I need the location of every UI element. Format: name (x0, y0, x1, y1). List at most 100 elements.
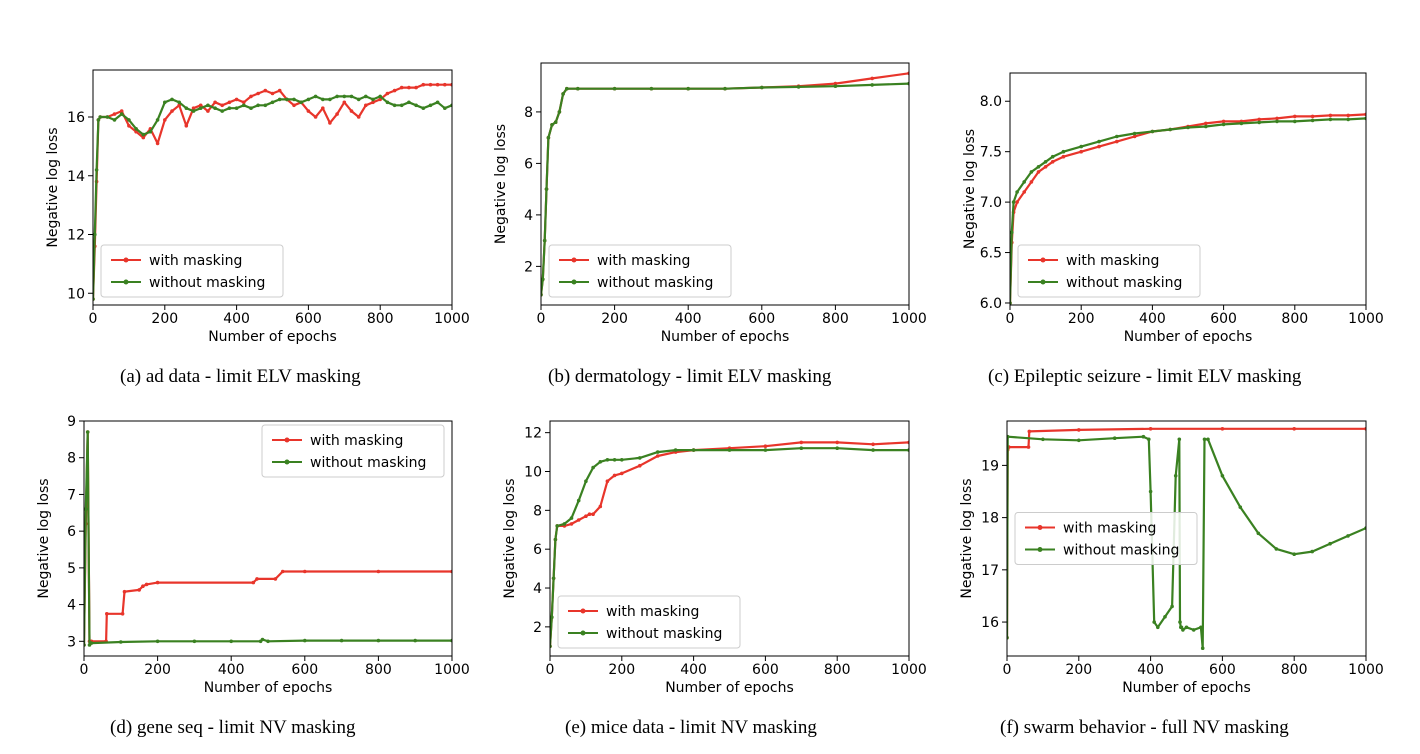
legend-marker (1037, 525, 1043, 530)
data-point (1181, 628, 1185, 632)
chart-4: 0 200 400 600 800 1000 2 4 6 8 10 12 Number of epoch… (502, 420, 927, 696)
data-point (155, 580, 160, 585)
legend-marker (123, 279, 129, 285)
data-point (356, 97, 361, 102)
data-point (1173, 474, 1178, 478)
data-point (655, 450, 660, 454)
data-point (98, 115, 102, 119)
data-point (349, 94, 354, 99)
legend-label: with masking (1063, 521, 1156, 537)
plot-frame (1006, 420, 1367, 657)
legend-box (548, 244, 732, 298)
data-point (96, 118, 101, 122)
data-point (584, 479, 588, 484)
y-tick-label: 12 (524, 426, 542, 442)
data-point (198, 103, 203, 108)
data-point (227, 100, 232, 105)
data-point (1346, 117, 1350, 122)
data-point (1097, 139, 1101, 144)
y-axis-label: Negative log loss (962, 129, 978, 249)
data-point (1204, 124, 1208, 129)
y-tick-label: 18 (981, 511, 999, 527)
data-point (170, 109, 174, 113)
data-point (234, 106, 239, 110)
data-point (587, 512, 592, 516)
x-tick-label: 800 (824, 662, 851, 678)
data-point (1029, 180, 1034, 184)
data-point (421, 82, 426, 87)
data-point (306, 97, 311, 102)
caption-a: (a) ad data - limit ELV masking (120, 366, 361, 387)
data-point (1328, 113, 1333, 118)
x-tick-label: 400 (1139, 311, 1166, 327)
data-point (542, 238, 547, 243)
data-point (1061, 154, 1066, 159)
x-axis-label: Number of epochs (661, 329, 790, 345)
data-point (342, 94, 347, 99)
data-point (546, 135, 551, 140)
data-point (723, 86, 727, 91)
legend-label: without masking (310, 455, 426, 471)
x-tick-label: 1000 (434, 662, 470, 678)
legend-box (557, 595, 741, 649)
data-point (561, 92, 565, 96)
data-point (256, 91, 260, 96)
data-point (277, 88, 282, 93)
series-1 (93, 94, 452, 301)
data-point (833, 84, 838, 88)
y-tick-label: 4 (524, 208, 533, 224)
data-point (1011, 200, 1016, 204)
data-point (1043, 160, 1048, 164)
legend-box (100, 244, 284, 298)
legend-marker (1037, 547, 1043, 552)
legend-label: with masking (597, 253, 690, 269)
data-point (584, 514, 588, 518)
data-point (1220, 427, 1225, 431)
data-point (1293, 119, 1297, 124)
x-tick-label: 0 (80, 662, 89, 678)
x-axis-label: Number of epochs (1124, 329, 1253, 345)
caption-b: (b) dermatology - limit ELV masking (548, 366, 832, 387)
data-point (1191, 628, 1196, 632)
data-point (155, 639, 160, 644)
y-tick-label: 9 (67, 414, 76, 430)
data-point (270, 100, 275, 105)
data-point (541, 277, 545, 282)
data-point (184, 106, 189, 110)
y-tick-label: 5 (67, 561, 76, 577)
y-tick-label: 2 (533, 620, 542, 636)
legend-marker (571, 279, 577, 285)
data-point (407, 85, 411, 90)
data-point (335, 94, 339, 99)
legend-marker (123, 257, 129, 263)
data-point (263, 103, 268, 108)
data-point (1148, 489, 1153, 494)
data-point (870, 76, 874, 81)
data-point (835, 446, 839, 451)
data-point (1156, 625, 1160, 630)
data-point (443, 82, 447, 87)
data-point (553, 537, 558, 542)
data-point (1170, 604, 1174, 609)
y-axis-label: Negative log loss (493, 124, 509, 244)
x-tick-label: 200 (1068, 311, 1095, 327)
data-point (835, 440, 839, 445)
data-point (612, 473, 617, 478)
y-tick-label: 6.5 (980, 246, 1002, 262)
data-point (1097, 144, 1101, 149)
legend-label: without masking (1063, 543, 1179, 559)
x-tick-label: 400 (675, 311, 702, 327)
data-point (299, 100, 304, 105)
x-tick-label: 1000 (1348, 662, 1384, 678)
series-line (541, 82, 909, 295)
data-point (105, 612, 109, 616)
chart-5: 0 200 400 600 800 1000 16 17 18 19 Number of epoch… (959, 420, 1384, 696)
data-point (220, 109, 224, 113)
chart-2: 0 200 400 600 800 1000 6.0 6.5 7.0 7.5 8.0 Number o… (962, 72, 1384, 345)
data-point (303, 638, 307, 643)
data-point (242, 103, 246, 108)
data-point (134, 127, 138, 131)
data-point (1293, 114, 1297, 119)
data-point (799, 446, 804, 451)
x-tick-label: 800 (365, 662, 392, 678)
